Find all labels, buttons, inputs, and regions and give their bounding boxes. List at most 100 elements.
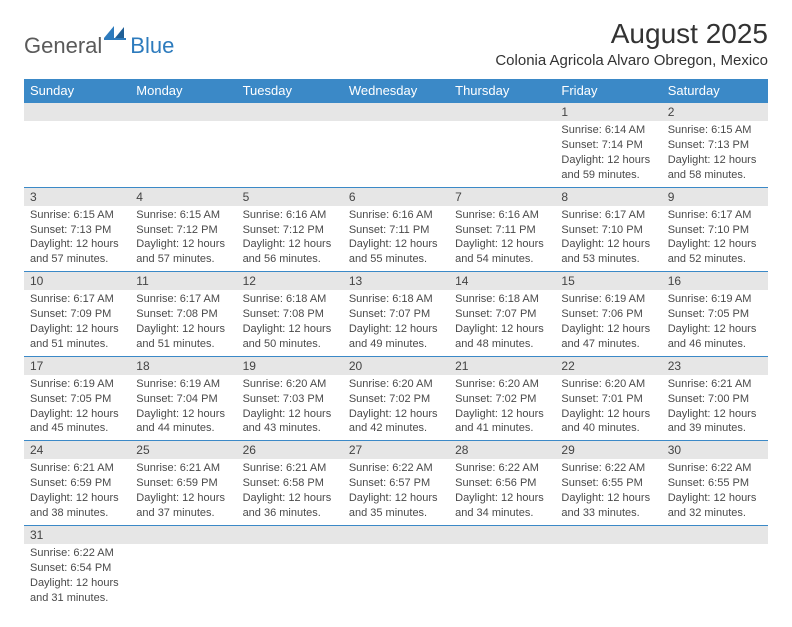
day-details: Sunrise: 6:21 AMSunset: 6:59 PMDaylight:…	[24, 459, 130, 524]
day-line: and 51 minutes.	[136, 337, 230, 352]
daynum-empty	[343, 103, 449, 121]
day-line: Sunset: 6:59 PM	[30, 476, 124, 491]
day-line: Daylight: 12 hours	[136, 322, 230, 337]
day-details: Sunrise: 6:14 AMSunset: 7:14 PMDaylight:…	[555, 121, 661, 186]
day-line: Daylight: 12 hours	[561, 153, 655, 168]
day-number: 9	[662, 188, 768, 206]
day-line: Sunrise: 6:21 AM	[136, 461, 230, 476]
calendar-cell: 26Sunrise: 6:21 AMSunset: 6:58 PMDayligh…	[237, 441, 343, 526]
day-line: Sunrise: 6:17 AM	[668, 208, 762, 223]
day-details: Sunrise: 6:15 AMSunset: 7:12 PMDaylight:…	[130, 206, 236, 271]
day-line: Daylight: 12 hours	[136, 491, 230, 506]
day-line: Daylight: 12 hours	[136, 237, 230, 252]
calendar-cell: 4Sunrise: 6:15 AMSunset: 7:12 PMDaylight…	[130, 187, 236, 272]
day-line: Sunrise: 6:18 AM	[243, 292, 337, 307]
day-line: Daylight: 12 hours	[455, 491, 549, 506]
day-details: Sunrise: 6:17 AMSunset: 7:09 PMDaylight:…	[24, 290, 130, 355]
day-details: Sunrise: 6:20 AMSunset: 7:02 PMDaylight:…	[449, 375, 555, 440]
calendar-cell: 8Sunrise: 6:17 AMSunset: 7:10 PMDaylight…	[555, 187, 661, 272]
day-line: Sunset: 7:10 PM	[561, 223, 655, 238]
day-details: Sunrise: 6:17 AMSunset: 7:08 PMDaylight:…	[130, 290, 236, 355]
day-line: Sunset: 7:12 PM	[136, 223, 230, 238]
calendar-week: 10Sunrise: 6:17 AMSunset: 7:09 PMDayligh…	[24, 272, 768, 357]
day-number: 11	[130, 272, 236, 290]
day-line: Daylight: 12 hours	[455, 407, 549, 422]
calendar-cell: 24Sunrise: 6:21 AMSunset: 6:59 PMDayligh…	[24, 441, 130, 526]
day-details: Sunrise: 6:20 AMSunset: 7:03 PMDaylight:…	[237, 375, 343, 440]
weekday-header: Sunday	[24, 79, 130, 103]
day-line: Daylight: 12 hours	[30, 237, 124, 252]
day-line: Sunrise: 6:15 AM	[668, 123, 762, 138]
day-line: Daylight: 12 hours	[243, 491, 337, 506]
calendar-cell: 1Sunrise: 6:14 AMSunset: 7:14 PMDaylight…	[555, 103, 661, 188]
day-line: and 37 minutes.	[136, 506, 230, 521]
day-line: Sunset: 7:13 PM	[668, 138, 762, 153]
day-line: and 59 minutes.	[561, 168, 655, 183]
day-line: Sunset: 6:59 PM	[136, 476, 230, 491]
location-text: Colonia Agricola Alvaro Obregon, Mexico	[495, 52, 768, 69]
day-line: Sunrise: 6:15 AM	[30, 208, 124, 223]
day-details: Sunrise: 6:15 AMSunset: 7:13 PMDaylight:…	[24, 206, 130, 271]
day-line: and 31 minutes.	[30, 591, 124, 606]
day-line: and 48 minutes.	[455, 337, 549, 352]
calendar-cell: 14Sunrise: 6:18 AMSunset: 7:07 PMDayligh…	[449, 272, 555, 357]
day-line: Sunset: 7:03 PM	[243, 392, 337, 407]
calendar-cell	[130, 525, 236, 609]
day-details: Sunrise: 6:22 AMSunset: 6:56 PMDaylight:…	[449, 459, 555, 524]
day-line: Daylight: 12 hours	[243, 322, 337, 337]
day-number: 27	[343, 441, 449, 459]
day-line: Sunrise: 6:19 AM	[668, 292, 762, 307]
day-number: 24	[24, 441, 130, 459]
day-details: Sunrise: 6:18 AMSunset: 7:07 PMDaylight:…	[343, 290, 449, 355]
daynum-empty	[555, 526, 661, 544]
day-line: Sunrise: 6:14 AM	[561, 123, 655, 138]
day-line: Daylight: 12 hours	[455, 322, 549, 337]
day-line: Daylight: 12 hours	[136, 407, 230, 422]
day-line: and 55 minutes.	[349, 252, 443, 267]
day-line: Daylight: 12 hours	[30, 491, 124, 506]
day-line: Sunrise: 6:16 AM	[243, 208, 337, 223]
day-details: Sunrise: 6:22 AMSunset: 6:54 PMDaylight:…	[24, 544, 130, 609]
calendar-cell: 15Sunrise: 6:19 AMSunset: 7:06 PMDayligh…	[555, 272, 661, 357]
brand-part2: Blue	[130, 35, 174, 57]
calendar-cell: 13Sunrise: 6:18 AMSunset: 7:07 PMDayligh…	[343, 272, 449, 357]
calendar-week: 17Sunrise: 6:19 AMSunset: 7:05 PMDayligh…	[24, 356, 768, 441]
day-line: Daylight: 12 hours	[561, 237, 655, 252]
day-details: Sunrise: 6:18 AMSunset: 7:08 PMDaylight:…	[237, 290, 343, 355]
weekday-header: Saturday	[662, 79, 768, 103]
day-line: Daylight: 12 hours	[30, 322, 124, 337]
day-line: and 34 minutes.	[455, 506, 549, 521]
day-line: Sunset: 7:08 PM	[136, 307, 230, 322]
day-line: and 57 minutes.	[30, 252, 124, 267]
day-line: Daylight: 12 hours	[455, 237, 549, 252]
day-line: Sunrise: 6:20 AM	[349, 377, 443, 392]
day-line: Sunset: 7:11 PM	[349, 223, 443, 238]
day-details: Sunrise: 6:21 AMSunset: 6:59 PMDaylight:…	[130, 459, 236, 524]
title-block: August 2025 Colonia Agricola Alvaro Obre…	[495, 18, 768, 75]
day-line: Daylight: 12 hours	[668, 407, 762, 422]
day-line: and 52 minutes.	[668, 252, 762, 267]
day-line: Sunset: 6:54 PM	[30, 561, 124, 576]
calendar-cell	[449, 525, 555, 609]
daynum-empty	[449, 526, 555, 544]
calendar-week: 24Sunrise: 6:21 AMSunset: 6:59 PMDayligh…	[24, 441, 768, 526]
calendar-cell: 20Sunrise: 6:20 AMSunset: 7:02 PMDayligh…	[343, 356, 449, 441]
calendar-cell: 5Sunrise: 6:16 AMSunset: 7:12 PMDaylight…	[237, 187, 343, 272]
calendar-cell: 23Sunrise: 6:21 AMSunset: 7:00 PMDayligh…	[662, 356, 768, 441]
day-line: Sunrise: 6:20 AM	[243, 377, 337, 392]
day-line: and 42 minutes.	[349, 421, 443, 436]
weekday-header: Friday	[555, 79, 661, 103]
day-line: Daylight: 12 hours	[243, 407, 337, 422]
daynum-empty	[343, 526, 449, 544]
day-line: Sunset: 6:58 PM	[243, 476, 337, 491]
day-line: Sunrise: 6:22 AM	[349, 461, 443, 476]
day-line: Sunset: 7:08 PM	[243, 307, 337, 322]
calendar-cell: 22Sunrise: 6:20 AMSunset: 7:01 PMDayligh…	[555, 356, 661, 441]
calendar-cell: 17Sunrise: 6:19 AMSunset: 7:05 PMDayligh…	[24, 356, 130, 441]
day-line: Sunrise: 6:22 AM	[455, 461, 549, 476]
header-row: General Blue August 2025 Colonia Agricol…	[24, 18, 768, 75]
day-line: Sunrise: 6:21 AM	[243, 461, 337, 476]
day-number: 1	[555, 103, 661, 121]
day-number: 22	[555, 357, 661, 375]
day-number: 12	[237, 272, 343, 290]
